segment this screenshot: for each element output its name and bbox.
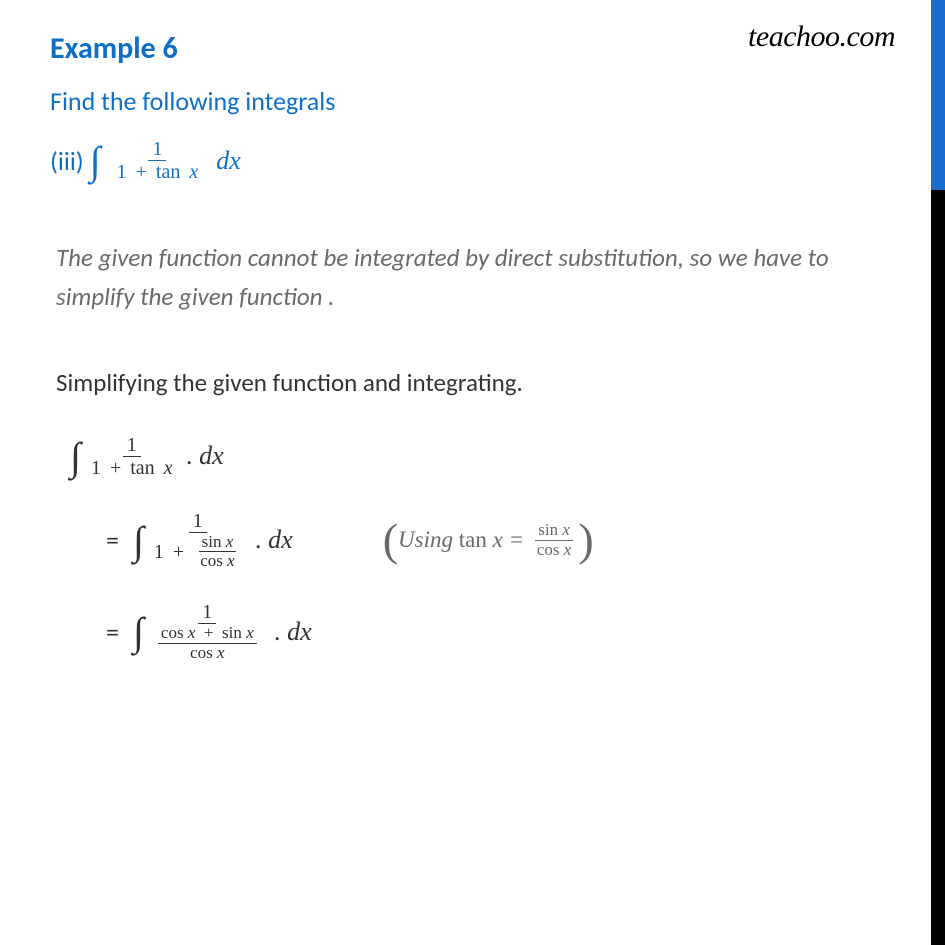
- integral-sign: ∫: [90, 137, 101, 184]
- numerator: 1: [189, 510, 207, 533]
- tan: tan: [130, 457, 154, 479]
- dx: dx: [287, 617, 312, 647]
- page-content: Example 6 Find the following integrals (…: [0, 0, 945, 722]
- plus: +: [110, 457, 121, 479]
- math-step-3: = ∫ 1 cos x + sin x cos x . dx: [50, 601, 885, 662]
- numerator: cos x + sin x: [158, 624, 257, 644]
- x-var: x: [227, 551, 235, 570]
- fraction: 1 cos x + sin x cos x: [150, 601, 265, 662]
- nested-fraction: sin x cos x: [197, 533, 237, 571]
- math-step-1: ∫ 1 1 + tan x . dx: [50, 433, 885, 480]
- dot: .: [187, 441, 194, 471]
- using: Using: [398, 527, 453, 553]
- sidebar-accent-top: [931, 0, 945, 190]
- tan: tan: [156, 161, 180, 183]
- denominator: 1 + tan x: [87, 457, 177, 479]
- denominator: cos x: [534, 541, 574, 560]
- sin: sin: [202, 532, 222, 551]
- cos: cos: [190, 643, 213, 662]
- x-var: x: [164, 457, 173, 479]
- equals: =: [509, 527, 525, 553]
- tan: tan: [459, 527, 487, 553]
- dx: dx: [199, 441, 224, 471]
- prompt-text: Find the following integrals: [50, 85, 885, 117]
- denominator: cos x: [187, 644, 227, 663]
- x-var: x: [564, 540, 572, 559]
- equals: =: [106, 524, 119, 556]
- one: 1: [91, 457, 101, 479]
- x-var: x: [217, 643, 225, 662]
- math-step-2: = ∫ 1 1 + sin x cos x . dx ( Using tan x…: [50, 510, 885, 571]
- step-intro: Simplifying the given function and integ…: [50, 367, 885, 398]
- aside-note: ( Using tan x = sin x cos x ): [383, 521, 594, 559]
- dx: dx: [268, 525, 293, 555]
- integral-sign: ∫: [133, 517, 144, 564]
- denominator: 1 + tan x: [113, 161, 203, 183]
- dx: dx: [216, 146, 241, 176]
- nested-fraction: cos x + sin x cos x: [158, 624, 257, 662]
- fraction: 1 1 + sin x cos x: [150, 510, 246, 571]
- dot: .: [256, 525, 263, 555]
- explanation-note: The given function cannot be integrated …: [50, 239, 885, 317]
- numerator: 1: [148, 138, 166, 161]
- fraction: 1 1 + tan x: [113, 138, 203, 183]
- one: 1: [117, 161, 127, 183]
- watermark-text: teachoo.com: [748, 20, 895, 54]
- plus: +: [204, 623, 214, 642]
- denominator: 1 + sin x cos x: [150, 533, 246, 571]
- sin: sin: [222, 623, 242, 642]
- sin: sin: [538, 520, 558, 539]
- cos: cos: [537, 540, 560, 559]
- equals: =: [106, 616, 119, 648]
- numerator: 1: [198, 601, 216, 624]
- integral-sign: ∫: [70, 433, 81, 480]
- fraction: 1 1 + tan x: [87, 434, 177, 479]
- problem-statement: (iii) ∫ 1 1 + tan x dx: [50, 137, 885, 184]
- numerator: sin x: [199, 533, 237, 553]
- x-var: x: [562, 520, 570, 539]
- plus: +: [136, 161, 147, 183]
- x-var: x: [493, 527, 503, 553]
- dot: .: [275, 617, 282, 647]
- denominator: cos x: [197, 552, 237, 571]
- x-var: x: [188, 623, 196, 642]
- cos: cos: [161, 623, 184, 642]
- denominator: cos x + sin x cos x: [150, 624, 265, 662]
- one: 1: [154, 541, 164, 563]
- numerator: 1: [123, 434, 141, 457]
- part-label: (iii): [50, 145, 84, 177]
- x-var: x: [189, 161, 198, 183]
- sidebar-accent-bottom: [931, 190, 945, 945]
- numerator: sin x: [535, 521, 573, 541]
- fraction: sin x cos x: [534, 521, 574, 559]
- x-var: x: [246, 623, 254, 642]
- integral-sign: ∫: [133, 608, 144, 655]
- plus: +: [173, 541, 184, 563]
- x-var: x: [226, 532, 234, 551]
- cos: cos: [200, 551, 223, 570]
